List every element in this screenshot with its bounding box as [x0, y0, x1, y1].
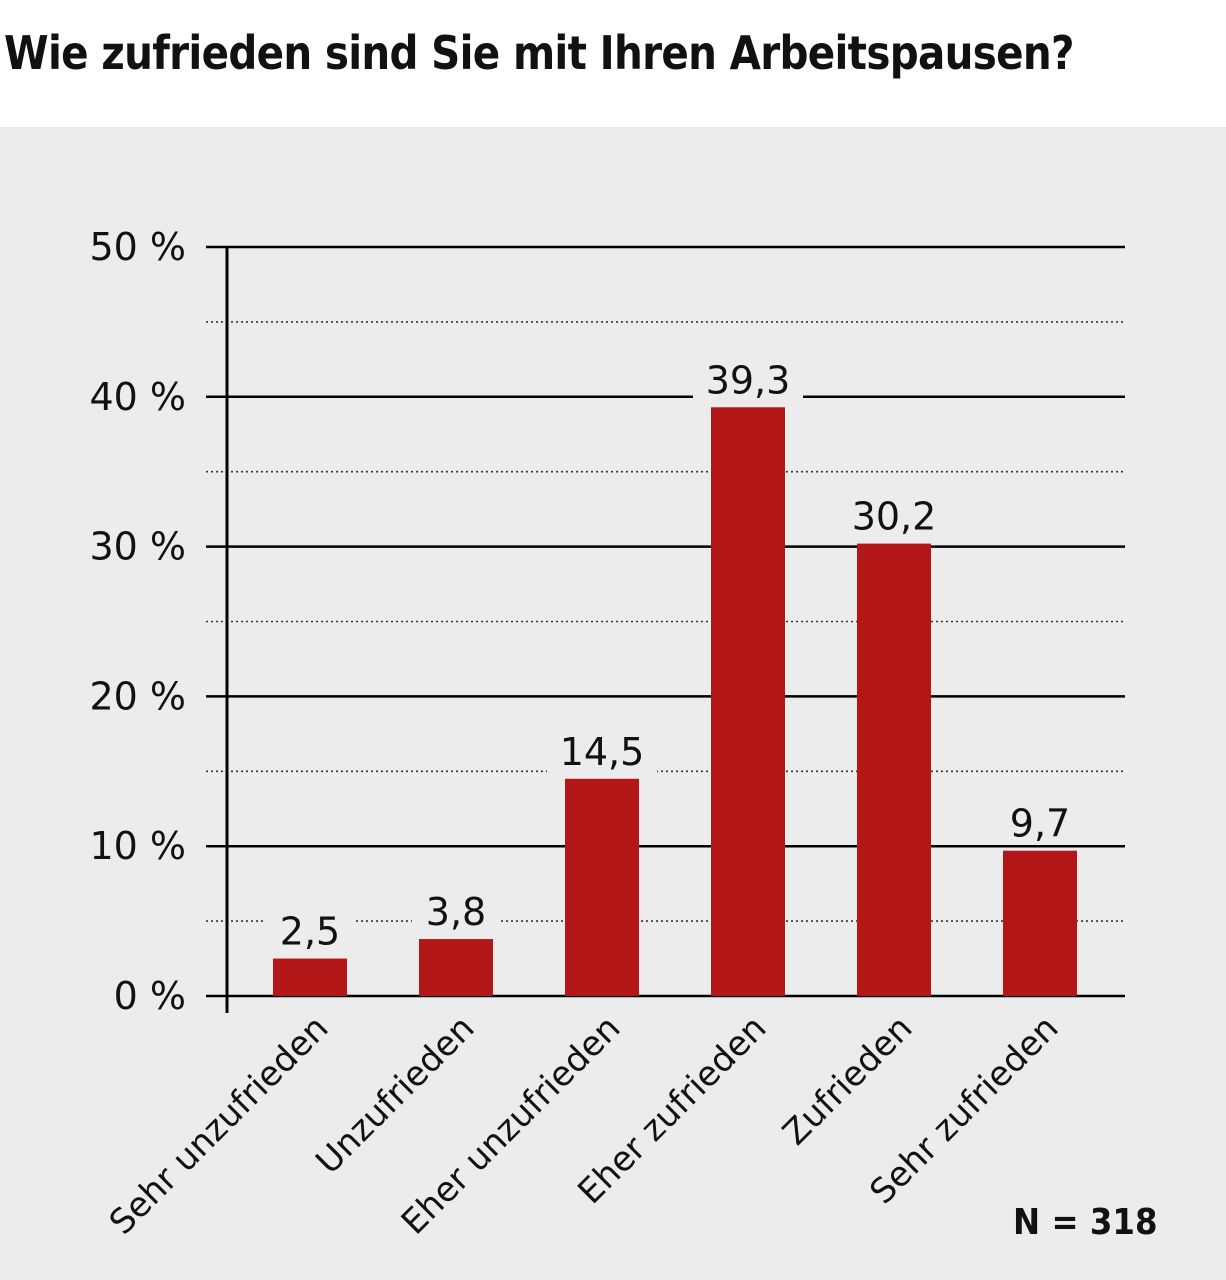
category-label: Zufrieden [775, 1008, 920, 1153]
sample-size-note: N = 318 [1013, 1202, 1158, 1243]
value-label: 2,5 [280, 910, 340, 954]
bar [1003, 850, 1077, 996]
value-label-bg [693, 357, 803, 402]
category-label: Sehr unzufrieden [102, 1008, 337, 1243]
chart-panel [0, 127, 1226, 1280]
value-label: 39,3 [706, 358, 791, 402]
bar [711, 407, 785, 996]
bar [419, 939, 493, 996]
bar [857, 543, 931, 996]
chart-title: Wie zufrieden sind Sie mit Ihren Arbeits… [4, 26, 1074, 80]
value-label: 3,8 [426, 890, 486, 934]
bars [266, 357, 1084, 996]
value-label-bg [412, 889, 500, 934]
value-label-bg [547, 728, 657, 773]
y-tick-label: 20 % [89, 674, 186, 718]
value-label-bg [996, 800, 1084, 845]
grid-lines [206, 245, 1125, 998]
y-tick-label: 30 % [89, 525, 186, 569]
y-tick-label: 0 % [114, 974, 186, 1018]
y-tick-label: 40 % [89, 375, 186, 419]
value-label-bg [266, 908, 354, 953]
y-tick-label: 10 % [89, 824, 186, 868]
value-label: 14,5 [560, 730, 645, 774]
y-tick-label: 50 % [89, 225, 186, 269]
bar [565, 778, 639, 996]
value-label: 30,2 [852, 495, 937, 539]
bar [273, 958, 347, 996]
value-label-bg [839, 493, 949, 538]
value-label: 9,7 [1010, 802, 1070, 846]
